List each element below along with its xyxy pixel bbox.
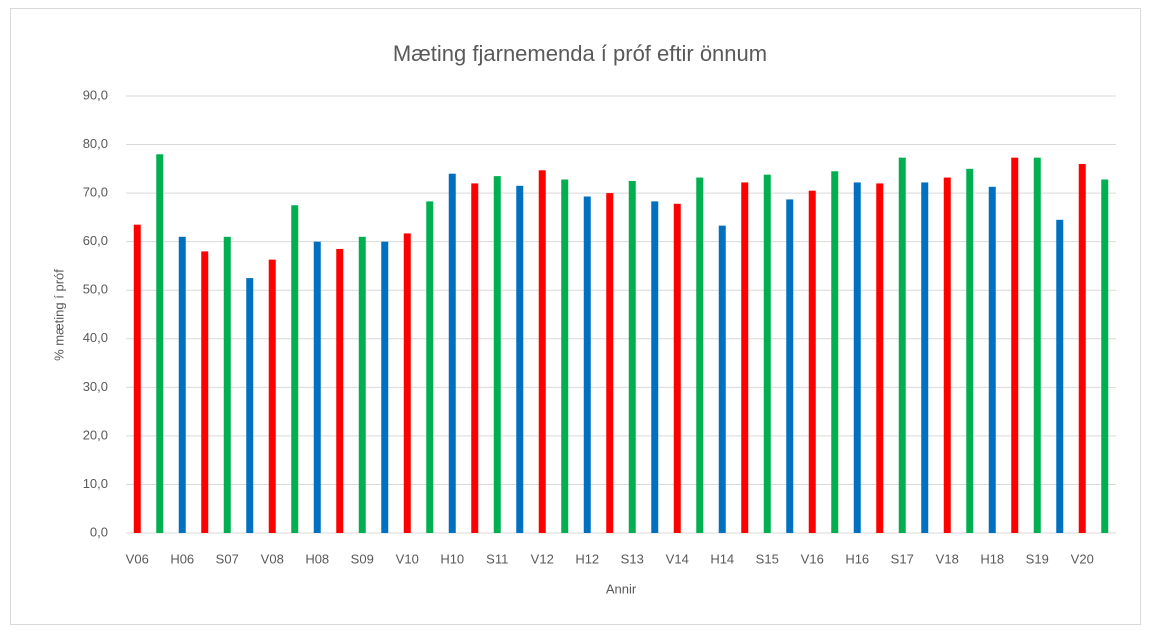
bar [426, 201, 434, 534]
bar [763, 174, 771, 533]
bar [1078, 163, 1086, 533]
x-tick-label: S13 [621, 551, 644, 566]
bar [313, 241, 321, 533]
y-tick-label: 80,0 [83, 136, 108, 151]
x-tick-label: H08 [305, 551, 329, 566]
bar [336, 248, 344, 533]
bar [358, 236, 366, 534]
bar [876, 183, 884, 533]
bar [538, 170, 546, 534]
bar [448, 173, 456, 533]
bar [561, 179, 569, 533]
bar [606, 193, 614, 533]
bar [471, 183, 479, 533]
bar [988, 186, 996, 533]
bar [696, 177, 704, 533]
bar [966, 168, 974, 534]
bar [583, 196, 591, 533]
bar [1101, 179, 1109, 533]
x-tick-label: S09 [351, 551, 374, 566]
bar [268, 259, 276, 533]
x-tick-label: V06 [126, 551, 149, 566]
bar [403, 233, 411, 533]
bar [853, 182, 861, 533]
bar [201, 251, 209, 533]
x-tick-label: H06 [170, 551, 194, 566]
bar [133, 224, 141, 533]
x-tick-label: V12 [531, 551, 554, 566]
x-tick-label: V14 [666, 551, 689, 566]
bar [246, 278, 254, 533]
x-tick-label: H14 [710, 551, 734, 566]
x-tick-label: V18 [936, 551, 959, 566]
x-tick-label: S07 [216, 551, 239, 566]
x-tick-label: H12 [575, 551, 599, 566]
y-tick-label: 20,0 [83, 427, 108, 442]
x-tick-label: S15 [756, 551, 779, 566]
y-tick-label: 0,0 [90, 524, 108, 539]
x-tick-label: V16 [801, 551, 824, 566]
y-tick-label: 60,0 [83, 233, 108, 248]
bar [223, 236, 231, 534]
y-axis-title: % mæting í próf [51, 269, 66, 361]
x-axis-title: Annir [606, 581, 637, 596]
x-tick-label: H10 [440, 551, 464, 566]
x-tick-label: H16 [845, 551, 869, 566]
x-tick-label: V20 [1071, 551, 1094, 566]
bar [718, 225, 726, 534]
bar [381, 241, 389, 533]
bar [628, 180, 636, 533]
bar [493, 176, 501, 533]
y-tick-label: 30,0 [83, 379, 108, 394]
x-tick-label: V08 [261, 551, 284, 566]
bar [808, 190, 816, 533]
bar [831, 171, 839, 533]
bar [786, 199, 794, 533]
bar [898, 157, 906, 533]
bar [1033, 157, 1041, 533]
x-tick-label: S11 [486, 551, 508, 566]
bar [943, 177, 951, 533]
x-tick-label: H18 [980, 551, 1004, 566]
y-tick-label: 40,0 [83, 330, 108, 345]
chart-title: Mæting fjarnemenda í próf eftir önnum [393, 41, 767, 66]
bar [651, 201, 659, 534]
x-tick-label: S19 [1026, 551, 1049, 566]
bar [1011, 157, 1019, 533]
x-tick-label: S17 [891, 551, 914, 566]
y-tick-label: 50,0 [83, 282, 108, 297]
bar [921, 182, 929, 533]
y-tick-label: 90,0 [83, 87, 108, 102]
bar [1056, 219, 1064, 534]
bar [741, 182, 749, 533]
y-tick-label: 10,0 [83, 476, 108, 491]
bar [516, 185, 524, 534]
chart-border [10, 8, 1141, 625]
x-tick-label: V10 [396, 551, 419, 566]
bar [291, 205, 299, 533]
bar [178, 236, 186, 534]
y-tick-label: 70,0 [83, 185, 108, 200]
bar [673, 203, 681, 533]
bar [156, 154, 164, 533]
